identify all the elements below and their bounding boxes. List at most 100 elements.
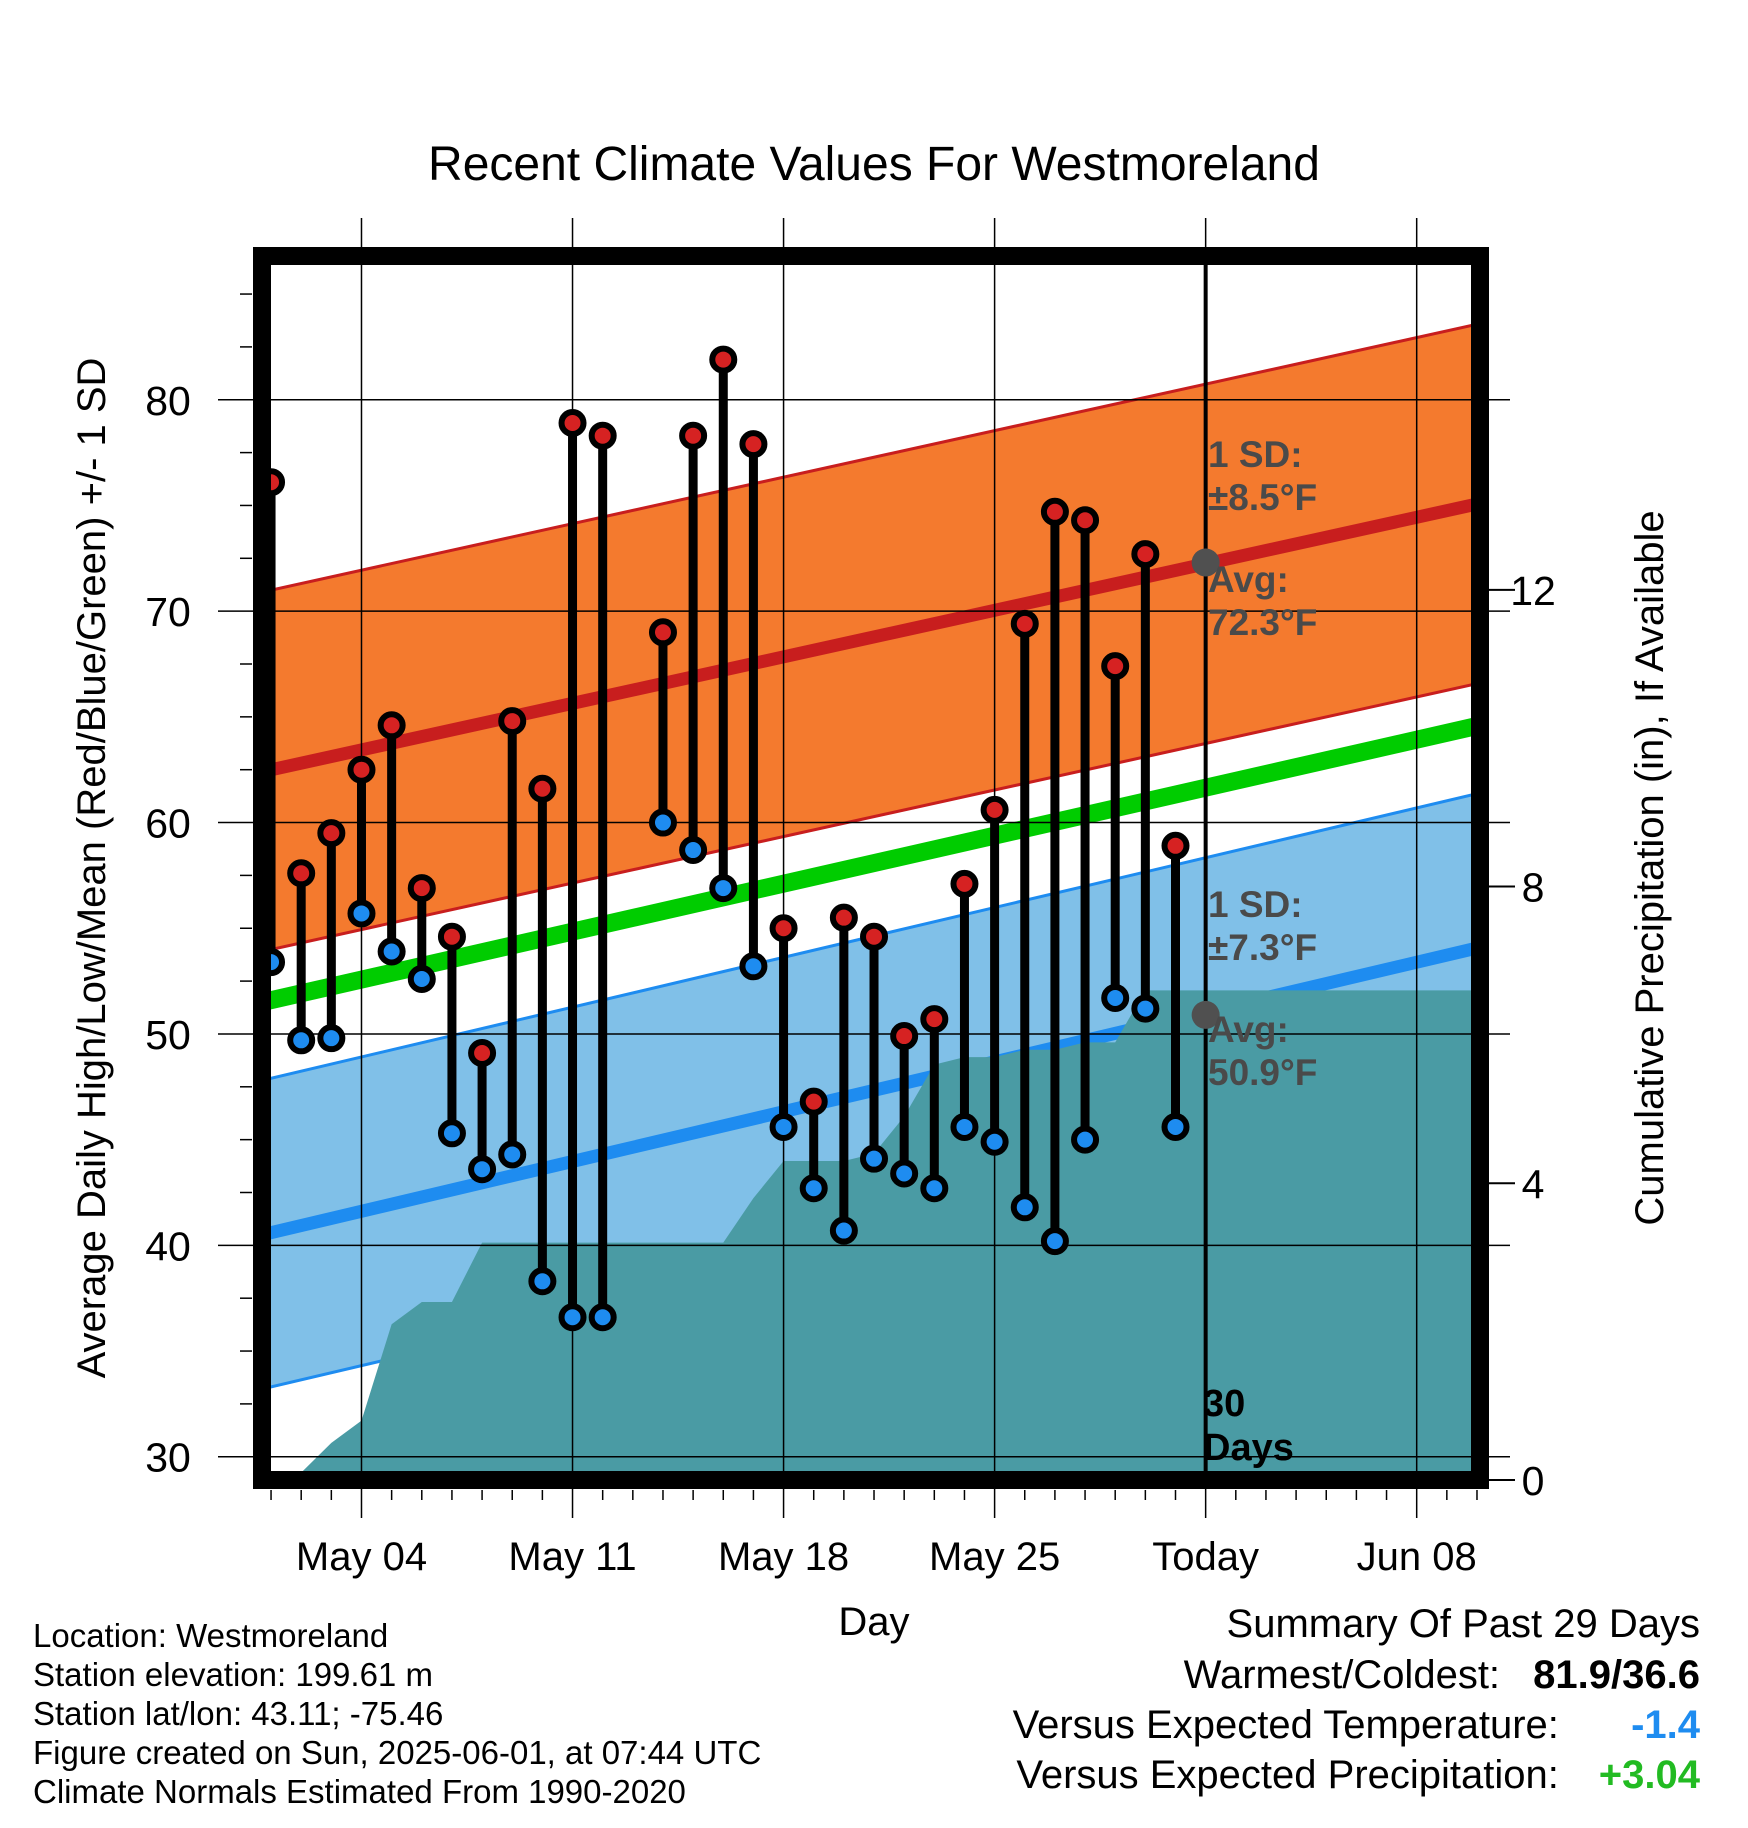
- warm-cold-label: Warmest/Coldest:: [1183, 1653, 1501, 1697]
- low-point: [317, 1024, 346, 1053]
- low-point: [679, 836, 708, 865]
- mean-normal-line: [262, 716, 1480, 1012]
- high-point: [739, 430, 768, 459]
- left-tick-label: 30: [145, 1435, 191, 1481]
- high-point: [950, 869, 979, 898]
- today-high-avg-marker: [1191, 548, 1220, 577]
- chart-title: Recent Climate Values For Westmoreland: [428, 138, 1320, 191]
- right-tick-label: 0: [1522, 1458, 1545, 1504]
- low-point: [920, 1174, 949, 1203]
- high-point: [377, 711, 406, 740]
- precip-label: Versus Expected Precipitation:: [1016, 1753, 1559, 1797]
- high-point: [1161, 831, 1190, 860]
- low-point: [347, 899, 376, 928]
- low-point: [558, 1303, 587, 1332]
- x-axis-title: Day: [838, 1600, 909, 1644]
- created-text: Figure created on Sun, 2025-06-01, at 07…: [33, 1734, 762, 1771]
- high-point: [528, 774, 557, 803]
- location-text: Location: Westmoreland: [33, 1617, 389, 1654]
- summary-warm-cold-row: Warmest/Coldest: 81.9/36.6: [1184, 1650, 1700, 1700]
- left-tick-label: 70: [145, 589, 191, 635]
- high-point: [588, 421, 617, 450]
- low-point: [709, 874, 738, 903]
- high-normal-line: [262, 496, 1480, 779]
- summary-temp-row: Versus Expected Temperature: -1.4: [1013, 1700, 1700, 1750]
- days-word-label: Days: [1203, 1427, 1294, 1469]
- right-axis-title: Cumulative Precipitation (in), If Availa…: [1628, 510, 1672, 1225]
- right-tick-label: 12: [1510, 568, 1556, 614]
- x-tick-label: May 18: [718, 1535, 849, 1579]
- plot-frame: [253, 247, 1489, 1489]
- low-point: [860, 1144, 889, 1173]
- high-band-lower-edge: [262, 681, 1480, 953]
- low-point: [1071, 1125, 1100, 1154]
- low-point: [648, 808, 677, 837]
- high-point: [347, 755, 376, 784]
- left-tick-label: 40: [145, 1223, 191, 1269]
- normals-text: Climate Normals Estimated From 1990-2020: [33, 1773, 686, 1810]
- days-count-label: 30: [1203, 1383, 1245, 1425]
- low-avg-value: 50.9°F: [1208, 1052, 1317, 1093]
- high-point: [1010, 609, 1039, 638]
- high-point: [860, 922, 889, 951]
- high-avg-value: 72.3°F: [1208, 602, 1317, 643]
- low-point: [498, 1140, 527, 1169]
- low-point: [528, 1267, 557, 1296]
- high-point: [980, 795, 1009, 824]
- x-tick-label: Today: [1152, 1535, 1259, 1579]
- low-point: [829, 1216, 858, 1245]
- latlon-text: Station lat/lon: 43.11; -75.46: [33, 1695, 444, 1732]
- low-point: [437, 1119, 466, 1148]
- high-point: [648, 618, 677, 647]
- high-point: [468, 1038, 497, 1067]
- right-tick-label: 4: [1522, 1161, 1545, 1207]
- low-point: [890, 1159, 919, 1188]
- x-tick-label: May 04: [296, 1535, 427, 1579]
- high-point: [890, 1022, 919, 1051]
- warm-cold-value: 81.9/36.6: [1533, 1653, 1700, 1697]
- low-point: [980, 1127, 1009, 1156]
- high-point: [287, 859, 316, 888]
- low-point: [769, 1112, 798, 1141]
- x-tick-label: May 11: [508, 1535, 636, 1579]
- low-point: [468, 1155, 497, 1184]
- low-sd-label: 1 SD:: [1208, 884, 1303, 925]
- high-point: [498, 707, 527, 736]
- high-point: [1101, 652, 1130, 681]
- low-point: [950, 1112, 979, 1141]
- high-avg-label: Avg:: [1208, 559, 1289, 600]
- left-axis-title: Average Daily High/Low/Mean (Red/Blue/Gr…: [70, 358, 114, 1379]
- low-point: [407, 964, 436, 993]
- high-point: [1040, 497, 1069, 526]
- high-band-upper-edge: [262, 322, 1480, 594]
- high-point: [1131, 540, 1160, 569]
- elevation-text: Station elevation: 199.61 m: [33, 1656, 433, 1693]
- high-point: [407, 874, 436, 903]
- low-point: [287, 1026, 316, 1055]
- high-point: [799, 1087, 828, 1116]
- high-point: [769, 914, 798, 943]
- high-point: [829, 903, 858, 932]
- low-point: [739, 952, 768, 981]
- left-tick-label: 80: [145, 378, 191, 424]
- summary-title: Summary Of Past 29 Days: [1226, 1602, 1700, 1646]
- low-avg-label: Avg:: [1208, 1009, 1289, 1050]
- temp-anomaly-value: -1.4: [1631, 1703, 1700, 1747]
- today-low-avg-marker: [1191, 1000, 1220, 1029]
- high-point: [920, 1005, 949, 1034]
- left-tick-label: 60: [145, 801, 191, 847]
- low-sd-value: ±7.3°F: [1208, 927, 1317, 968]
- high-point: [437, 922, 466, 951]
- low-point: [1161, 1112, 1190, 1141]
- high-point: [1071, 506, 1100, 535]
- high-point: [679, 421, 708, 450]
- precip-anomaly-value: +3.04: [1598, 1753, 1700, 1797]
- left-tick-label: 50: [145, 1012, 191, 1058]
- temp-label: Versus Expected Temperature:: [1012, 1703, 1559, 1747]
- high-sd-value: ±8.5°F: [1208, 477, 1317, 518]
- low-point: [377, 937, 406, 966]
- low-point: [1010, 1193, 1039, 1222]
- low-point: [799, 1174, 828, 1203]
- low-point: [1040, 1227, 1069, 1256]
